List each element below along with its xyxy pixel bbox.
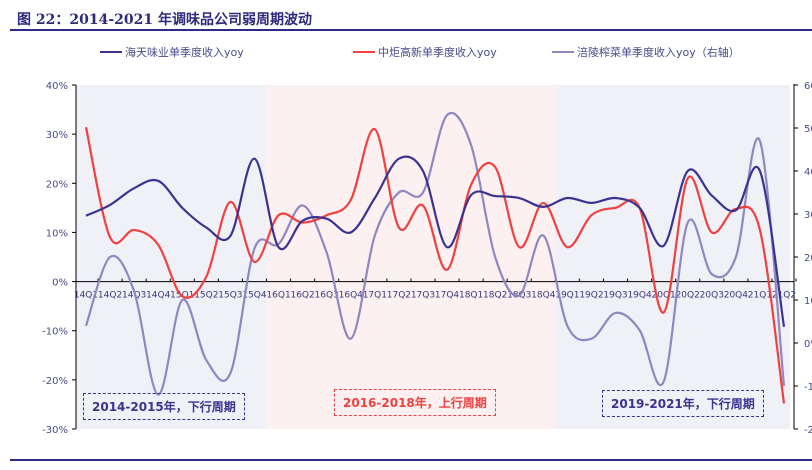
left-tick-label: -20% bbox=[42, 376, 68, 387]
legend-label: 涪陵榨菜单季度收入yoy（右轴） bbox=[577, 46, 740, 59]
legend-swatch bbox=[353, 51, 375, 53]
series-line-2 bbox=[84, 112, 786, 396]
right-tick-label: 20% bbox=[804, 253, 812, 264]
x-tick-label: 17Q1 bbox=[363, 291, 387, 301]
bottom-rule bbox=[10, 459, 812, 461]
x-tick-label: 19Q4 bbox=[627, 291, 652, 301]
legend-swatch bbox=[552, 51, 574, 53]
legend-label: 海天味业单季度收入yoy bbox=[125, 46, 244, 59]
x-tick-label: 20Q4 bbox=[724, 291, 749, 301]
x-tick-label: 18Q2 bbox=[483, 291, 507, 301]
right-tick-label: 0% bbox=[804, 339, 812, 350]
right-tick-label: -10% bbox=[804, 382, 812, 393]
x-tick-label: 20Q1 bbox=[652, 291, 676, 301]
x-tick-label: 19Q1 bbox=[555, 291, 579, 301]
left-tick-label: 30% bbox=[46, 130, 68, 141]
right-tick-label: 40% bbox=[804, 167, 812, 178]
x-tick-label: 16Q2 bbox=[290, 291, 314, 301]
legend-label: 中炬高新单季度收入yoy bbox=[378, 46, 497, 59]
x-tick-label: 19Q3 bbox=[603, 291, 627, 301]
right-tick-label: -20% bbox=[804, 425, 812, 436]
x-tick-label: 14Q3 bbox=[122, 291, 146, 301]
shaded-period bbox=[555, 85, 790, 429]
right-tick-label: 50% bbox=[804, 124, 812, 135]
period-note-3: 2019-2021年，下行周期 bbox=[602, 390, 764, 417]
right-tick-label: 60% bbox=[804, 81, 812, 92]
x-tick-label: 17Q4 bbox=[435, 291, 460, 301]
top-rule bbox=[10, 29, 812, 31]
x-tick-label: 15Q4 bbox=[242, 291, 267, 301]
x-tick-label: 17Q3 bbox=[411, 291, 435, 301]
left-tick-label: -10% bbox=[42, 327, 68, 338]
legend-item-haitian: 海天味业单季度收入yoy bbox=[100, 44, 244, 60]
x-tick-label: 19Q2 bbox=[579, 291, 603, 301]
left-tick-label: -30% bbox=[42, 425, 68, 436]
x-tick-label: 18Q4 bbox=[531, 291, 556, 301]
right-tick-label: 30% bbox=[804, 210, 812, 221]
legend-swatch bbox=[100, 51, 122, 53]
shaded-period bbox=[76, 85, 267, 429]
x-tick-label: 18Q1 bbox=[459, 291, 483, 301]
x-tick-label: 20Q2 bbox=[676, 291, 700, 301]
legend-item-fuling: 涪陵榨菜单季度收入yoy（右轴） bbox=[552, 44, 740, 60]
x-tick-label: 15Q2 bbox=[194, 291, 218, 301]
left-tick-label: 10% bbox=[46, 228, 68, 239]
x-tick-label: 16Q1 bbox=[266, 291, 290, 301]
left-tick-label: 0% bbox=[52, 278, 68, 289]
x-tick-label: 14Q4 bbox=[146, 291, 171, 301]
shaded-period bbox=[266, 85, 556, 429]
x-tick-label: 17Q2 bbox=[387, 291, 411, 301]
legend-item-zhongju: 中炬高新单季度收入yoy bbox=[353, 44, 497, 60]
figure-title: 图 22：2014-2021 年调味品公司弱周期波动 bbox=[17, 12, 312, 28]
period-note-2: 2016-2018年，上行周期 bbox=[334, 389, 496, 416]
x-tick-label: 20Q3 bbox=[700, 291, 724, 301]
left-tick-label: 20% bbox=[46, 179, 68, 190]
x-tick-label: 21Q1 bbox=[748, 291, 772, 301]
series-line-0 bbox=[85, 155, 786, 327]
x-tick-label: 16Q4 bbox=[339, 291, 364, 301]
series-line-1 bbox=[84, 127, 786, 404]
x-tick-label: 16Q3 bbox=[315, 291, 339, 301]
x-tick-label: 14Q2 bbox=[98, 291, 122, 301]
left-tick-label: 40% bbox=[46, 81, 68, 92]
x-tick-label: 14Q1 bbox=[74, 291, 98, 301]
right-tick-label: 10% bbox=[804, 296, 812, 307]
x-tick-label: 21Q2 bbox=[772, 291, 796, 301]
period-note-1: 2014-2015年，下行周期 bbox=[83, 393, 245, 420]
x-tick-label: 15Q3 bbox=[218, 291, 242, 301]
